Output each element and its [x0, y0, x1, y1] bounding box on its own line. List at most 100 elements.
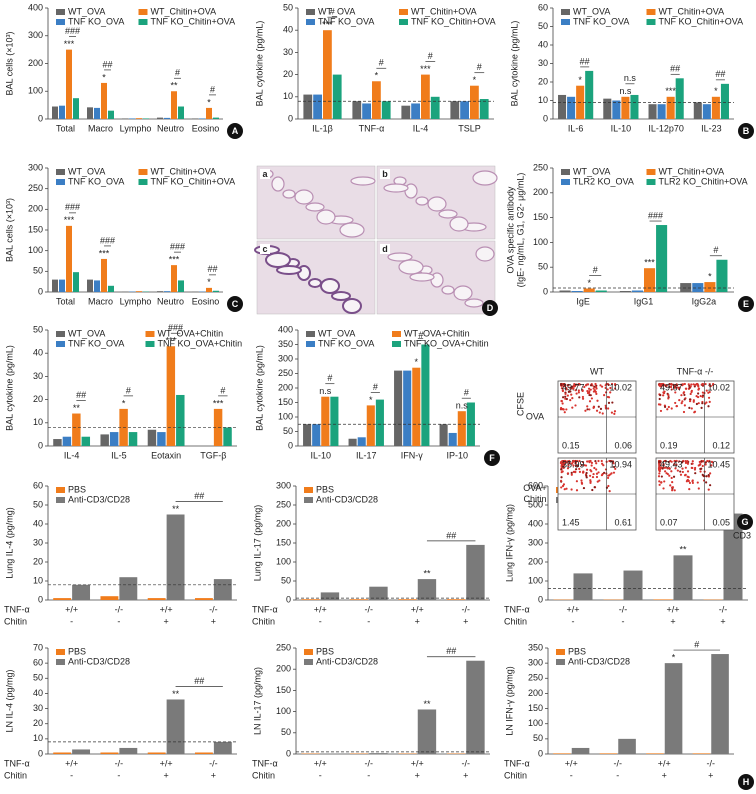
bar — [403, 370, 412, 446]
flow-event — [671, 489, 674, 492]
x-tick-label-2: + — [463, 770, 468, 780]
x-tick-label-2: + — [662, 770, 667, 780]
y-tick-label: 0 — [38, 113, 43, 123]
bar — [100, 596, 119, 600]
flow-event — [674, 401, 677, 405]
x-tick-label: +/+ — [160, 758, 173, 768]
flow-event — [690, 390, 693, 394]
bar — [313, 94, 322, 119]
flow-event — [686, 459, 689, 463]
y-axis-label: BAL cytokine (pg/mL) — [254, 21, 264, 107]
legend-swatch — [392, 341, 401, 347]
legend-label: TNF KO_OVA — [318, 16, 374, 26]
flow-event — [681, 470, 684, 474]
flow-event — [707, 474, 710, 477]
flow-event — [574, 468, 578, 471]
y-tick-label: 200 — [533, 187, 548, 197]
y-tick-label: 40 — [33, 348, 43, 358]
y-tick-label: 100 — [533, 237, 548, 247]
y-axis-label: BAL cells (×10³) — [4, 32, 14, 96]
bar — [457, 411, 466, 446]
flow-event — [692, 383, 695, 386]
significance-label: ## — [670, 64, 680, 74]
significance-label: *** — [169, 255, 180, 265]
y-tick-label: 60 — [33, 658, 43, 668]
significance-label: *** — [420, 64, 431, 74]
flow-event — [673, 489, 676, 492]
bar — [673, 555, 693, 600]
flow-event — [671, 480, 674, 484]
bar — [108, 285, 114, 292]
flow-event — [560, 468, 563, 471]
y-tick-label: 150 — [276, 685, 291, 695]
bar — [631, 290, 643, 292]
x-tick-label: IL-10 — [310, 450, 331, 460]
panel-badge — [737, 514, 753, 530]
significance-label: *** — [166, 336, 177, 346]
significance-label: ** — [423, 699, 431, 709]
flow-event — [575, 392, 578, 395]
flow-event — [614, 467, 617, 470]
flow-event — [706, 459, 709, 463]
significance-label: *** — [64, 215, 75, 225]
flow-y-axis-label: CFSE — [515, 392, 525, 416]
legend-swatch — [145, 331, 155, 337]
flow-event — [681, 383, 685, 386]
x-tick-label: +/+ — [411, 604, 424, 614]
flow-event — [612, 471, 616, 474]
bar — [128, 432, 138, 446]
bar — [94, 107, 100, 119]
flow-event — [682, 391, 685, 395]
bar — [653, 599, 673, 600]
flow-event — [609, 473, 612, 476]
flow-event — [610, 382, 614, 386]
bar — [369, 586, 388, 600]
x-tick-label: -/- — [462, 604, 471, 614]
bar — [411, 103, 420, 119]
tissue-airway — [282, 189, 296, 199]
flow-event — [691, 479, 694, 482]
legend-label: WT_Chitin+OVA — [151, 166, 217, 176]
y-tick-label: 300 — [28, 30, 43, 40]
quadrant-percent: 10.45 — [707, 459, 730, 469]
flow-event — [582, 486, 586, 490]
bar — [213, 741, 232, 754]
legend-swatch — [56, 169, 65, 175]
category-row-label: TNF-α — [4, 604, 30, 614]
flow-event — [599, 384, 602, 387]
legend-swatch — [56, 649, 65, 655]
bar — [583, 288, 595, 292]
quadrant-percent: 0.06 — [614, 440, 632, 450]
x-tick-label: Total — [56, 123, 75, 133]
flow-event — [607, 484, 610, 488]
flow-event — [658, 483, 661, 486]
x-tick-label-2: - — [616, 770, 619, 780]
flow-event — [564, 392, 567, 396]
y-tick-label: 200 — [528, 556, 543, 566]
bar — [122, 118, 128, 119]
x-tick-label-2: + — [708, 770, 713, 780]
flow-event — [588, 391, 591, 394]
bar — [567, 96, 576, 119]
significance-label: # — [593, 265, 598, 275]
tissue-airway — [331, 291, 351, 301]
flow-event — [701, 394, 705, 397]
flow-event — [697, 385, 700, 388]
flow-event — [674, 391, 677, 394]
significance-label: * — [672, 653, 676, 663]
bar — [630, 94, 639, 119]
flow-event — [613, 383, 617, 386]
flow-event — [688, 406, 691, 409]
flow-event — [577, 389, 580, 392]
legend-swatch — [556, 659, 565, 665]
legend-label: TNF KO_OVA — [318, 338, 374, 348]
flow-event — [610, 411, 614, 414]
bar — [612, 100, 621, 119]
flow-event — [612, 462, 615, 465]
y-axis-label: OVA specific antibody — [505, 186, 515, 273]
flow-event — [586, 405, 589, 408]
flow-event — [592, 405, 596, 409]
y-tick-label: 0 — [538, 748, 543, 758]
y-tick-label: 0 — [38, 440, 43, 450]
